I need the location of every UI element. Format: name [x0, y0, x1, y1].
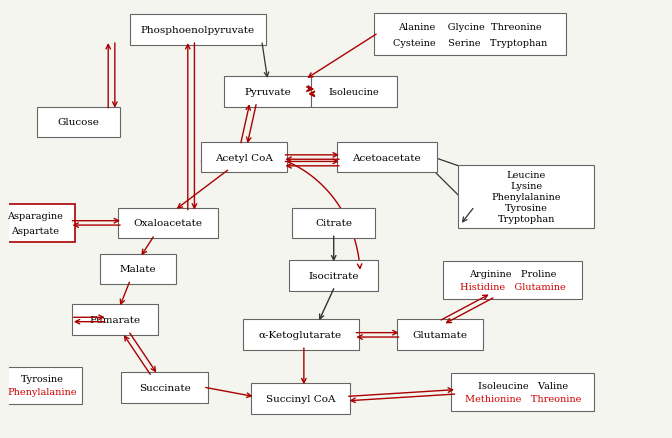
Text: Asparagine: Asparagine: [7, 212, 63, 221]
Text: Glucose: Glucose: [57, 118, 99, 127]
FancyBboxPatch shape: [452, 373, 594, 411]
Text: Malate: Malate: [120, 265, 157, 274]
FancyBboxPatch shape: [118, 208, 218, 239]
Text: Leucine: Leucine: [507, 170, 546, 179]
Text: Isoleucine   Valine: Isoleucine Valine: [478, 381, 568, 390]
FancyBboxPatch shape: [337, 142, 437, 173]
FancyBboxPatch shape: [396, 320, 483, 350]
Text: Tryptophan: Tryptophan: [497, 215, 555, 224]
FancyBboxPatch shape: [37, 107, 120, 138]
Text: Acetoacetate: Acetoacetate: [353, 153, 421, 162]
Text: Citrate: Citrate: [315, 219, 352, 228]
FancyBboxPatch shape: [122, 372, 208, 403]
FancyBboxPatch shape: [0, 205, 75, 242]
Text: Aspartate: Aspartate: [11, 226, 59, 235]
FancyBboxPatch shape: [201, 142, 288, 173]
FancyBboxPatch shape: [292, 208, 375, 239]
Text: Succinyl CoA: Succinyl CoA: [266, 394, 335, 403]
Text: Pyruvate: Pyruvate: [244, 88, 291, 96]
FancyBboxPatch shape: [289, 261, 378, 291]
Text: Succinate: Succinate: [138, 383, 190, 392]
Text: Alanine    Glycine  Threonine: Alanine Glycine Threonine: [398, 22, 542, 32]
FancyBboxPatch shape: [2, 367, 82, 404]
Text: α-Ketoglutarate: α-Ketoglutarate: [259, 331, 342, 339]
Text: Phenylalanine: Phenylalanine: [7, 387, 77, 396]
Text: Fumarate: Fumarate: [89, 315, 140, 324]
FancyBboxPatch shape: [374, 14, 566, 56]
Text: Isocitrate: Isocitrate: [308, 272, 359, 280]
FancyBboxPatch shape: [251, 383, 350, 414]
Text: Tyrosine: Tyrosine: [505, 204, 548, 213]
Text: Lysine: Lysine: [510, 181, 542, 191]
FancyBboxPatch shape: [458, 165, 594, 229]
FancyBboxPatch shape: [310, 77, 396, 107]
Text: Phenylalanine: Phenylalanine: [491, 193, 561, 201]
FancyBboxPatch shape: [72, 304, 158, 335]
FancyBboxPatch shape: [130, 15, 265, 46]
FancyBboxPatch shape: [100, 254, 176, 285]
Text: Arginine   Proline: Arginine Proline: [469, 269, 556, 279]
Text: Histidine   Glutamine: Histidine Glutamine: [460, 282, 566, 291]
Text: Cysteine    Serine   Tryptophan: Cysteine Serine Tryptophan: [392, 39, 547, 48]
Text: Isoleucine: Isoleucine: [329, 88, 379, 96]
Text: Tyrosine: Tyrosine: [20, 374, 63, 384]
Text: Acetyl CoA: Acetyl CoA: [215, 153, 273, 162]
Text: Methionine   Threonine: Methionine Threonine: [464, 394, 581, 403]
FancyBboxPatch shape: [443, 262, 583, 299]
FancyBboxPatch shape: [224, 77, 310, 107]
Text: Glutamate: Glutamate: [413, 331, 467, 339]
Text: Oxaloacetate: Oxaloacetate: [134, 219, 202, 228]
Text: Phosphoenolpyruvate: Phosphoenolpyruvate: [140, 26, 255, 35]
FancyBboxPatch shape: [243, 320, 359, 350]
